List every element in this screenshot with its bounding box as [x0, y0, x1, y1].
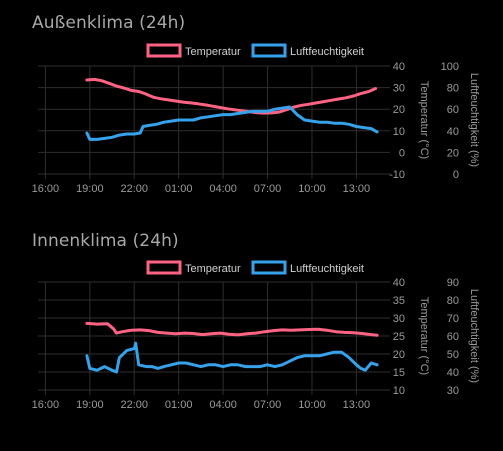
y-left-tick-label: 30 — [393, 83, 405, 95]
legend-label-luftfeuchtigkeit: Luftfeuchtigkeit — [290, 263, 364, 275]
x-tick-label: 22:00 — [120, 399, 148, 411]
y-right-tick-label: 30 — [447, 385, 459, 397]
x-tick-label: 13:00 — [343, 183, 371, 195]
outdoor-climate-title: Außenklima (24h) — [32, 13, 186, 33]
y-right-tick-label: 70 — [447, 313, 459, 325]
y-right-tick-label: 20 — [447, 147, 459, 159]
x-tick-label: 10:00 — [298, 183, 326, 195]
series-line-luftfeuchtigkeit — [85, 341, 379, 374]
series-line-temperatur — [85, 77, 378, 115]
outdoor-climate-card: Außenklima (24h) -10 0 10 20 30 40 0 20 40 60 80 10… — [0, 0, 503, 220]
legend-swatch-temperatur — [146, 260, 182, 275]
y-left-tick-label: 20 — [393, 104, 405, 116]
y-right-tick-label: 100 — [441, 61, 459, 73]
y-right-tick-label: 90 — [447, 277, 459, 289]
legend-swatch-temperatur — [146, 43, 182, 58]
x-tick-label: 13:00 — [343, 399, 371, 411]
legend-swatch-luftfeuchtigkeit — [251, 43, 287, 58]
x-tick-label: 04:00 — [209, 399, 237, 411]
y-left-tick-label: 35 — [393, 295, 405, 307]
series-line-luftfeuchtigkeit — [85, 105, 379, 141]
x-tick-label: 19:00 — [76, 183, 104, 195]
x-tick-label: 19:00 — [76, 399, 104, 411]
x-tick-label: 07:00 — [254, 399, 282, 411]
legend-label-temperatur: Temperatur — [185, 263, 241, 275]
legend-swatch-luftfeuchtigkeit — [251, 260, 287, 275]
indoor-climate-chart: 10 15 20 25 30 35 40 30 40 50 60 70 80 90 16:00 19:00 22… — [32, 260, 480, 411]
x-tick-label: 10:00 — [298, 399, 326, 411]
y-left-tick-label: 15 — [393, 367, 405, 379]
y-left-tick-label: 10 — [393, 126, 405, 138]
x-tick-label: 01:00 — [165, 183, 193, 195]
y-right-tick-label: 80 — [447, 83, 459, 95]
y-right-tick-label: 40 — [447, 367, 459, 379]
y-right-tick-label: 0 — [453, 169, 459, 181]
y-left-tick-label: 0 — [399, 147, 405, 159]
y-right-axis-title: Luftfeuchtigkeit (%) — [468, 289, 480, 383]
x-tick-label: 07:00 — [254, 183, 282, 195]
series-line-temperatur — [85, 321, 379, 337]
y-right-tick-label: 60 — [447, 331, 459, 343]
y-left-tick-label: 40 — [393, 61, 405, 73]
y-left-tick-label: 10 — [393, 385, 405, 397]
x-tick-label: 04:00 — [209, 183, 237, 195]
y-left-tick-label: 25 — [393, 331, 405, 343]
y-right-tick-label: 60 — [447, 104, 459, 116]
y-left-tick-label: 30 — [393, 313, 405, 325]
x-tick-label: 01:00 — [165, 399, 193, 411]
legend-label-temperatur: Temperatur — [185, 46, 241, 58]
y-left-tick-label: 20 — [393, 349, 405, 361]
y-left-tick-label: -10 — [389, 169, 405, 181]
y-right-tick-label: 80 — [447, 295, 459, 307]
outdoor-climate-chart: -10 0 10 20 30 40 0 20 40 60 80 100 16:00 19:00 22:00 0… — [32, 43, 480, 195]
y-right-axis-title: Luftfeuchtigkeit (%) — [468, 73, 480, 167]
indoor-climate-title: Innenklima (24h) — [32, 231, 179, 251]
x-tick-label: 16:00 — [32, 183, 60, 195]
y-right-tick-label: 40 — [447, 126, 459, 138]
legend-label-luftfeuchtigkeit: Luftfeuchtigkeit — [290, 46, 364, 58]
y-left-axis-title: Temperatur (°C) — [418, 297, 430, 375]
indoor-climate-card: Innenklima (24h) 10 15 20 25 30 35 40 30 40 50 60 7… — [0, 220, 503, 451]
y-right-tick-label: 50 — [447, 349, 459, 361]
x-tick-label: 22:00 — [120, 183, 148, 195]
x-tick-label: 16:00 — [32, 399, 60, 411]
y-left-tick-label: 40 — [393, 277, 405, 289]
y-left-axis-title: Temperatur (°C) — [418, 81, 430, 159]
